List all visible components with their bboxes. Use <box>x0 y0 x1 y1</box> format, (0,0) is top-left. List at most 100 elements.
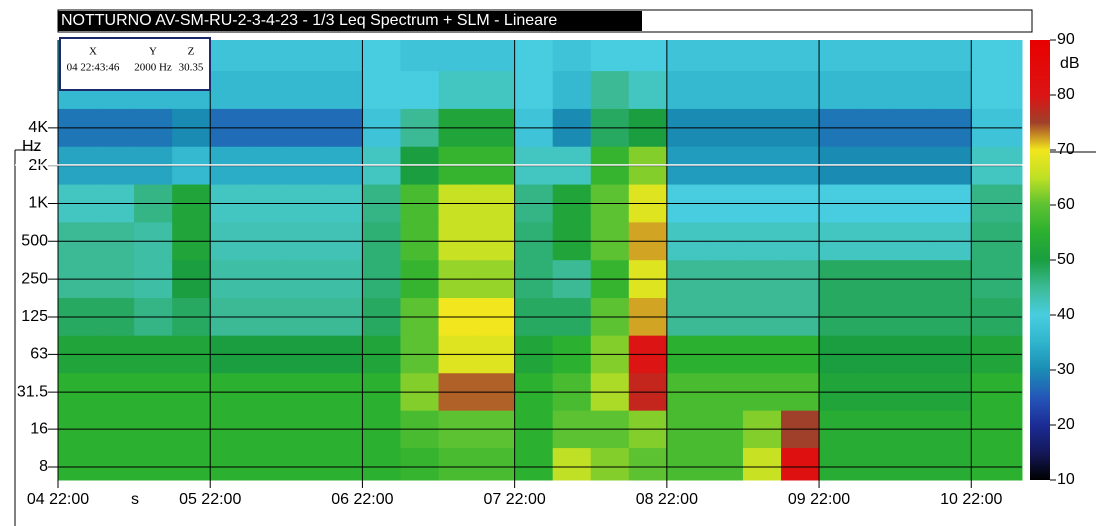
heatmap-cell <box>705 71 744 109</box>
y-unit: Hz <box>22 138 42 155</box>
heatmap-cell <box>362 448 401 480</box>
heatmap-cell <box>172 448 211 480</box>
heatmap-cell <box>857 40 896 72</box>
cursor-value: 04 22:43:46 <box>67 62 120 74</box>
heatmap-cell <box>324 448 363 480</box>
y-tick-label: 8 <box>39 458 48 475</box>
cursor-header: Y <box>149 46 157 58</box>
heatmap-cell <box>971 40 1022 72</box>
heatmap-cell <box>705 448 744 480</box>
heatmap-cell <box>781 71 820 109</box>
x-tick-label: 10 22:00 <box>940 491 1002 508</box>
heatmap-cell <box>629 71 668 109</box>
heatmap-cell <box>819 71 858 109</box>
y-tick-label: 125 <box>21 308 48 325</box>
heatmap-cell <box>629 40 668 72</box>
heatmap-cell <box>743 448 782 480</box>
heatmap-cell <box>400 40 439 72</box>
heatmap-cell <box>781 40 820 72</box>
heatmap-cell <box>933 448 972 480</box>
heatmap-cell <box>400 71 439 109</box>
heatmap-cell <box>439 448 478 480</box>
y-tick-label: 1K <box>28 195 48 212</box>
heatmap-cell <box>477 71 516 109</box>
colorbar-tick-label: 80 <box>1057 86 1075 103</box>
cursor-value: 30.35 <box>179 62 204 74</box>
heatmap-cell <box>781 448 820 480</box>
heatmap-cell <box>629 448 668 480</box>
heatmap-cell <box>933 40 972 72</box>
heatmap-cell <box>286 71 325 109</box>
heatmap-cell <box>286 448 325 480</box>
colorbar-tick-label: 70 <box>1057 141 1075 158</box>
heatmap-cell <box>857 71 896 109</box>
colorbar-tick-label: 10 <box>1057 471 1075 488</box>
colorbar <box>1030 40 1050 480</box>
heatmap-cell <box>96 448 135 480</box>
colorbar-tick-label: 20 <box>1057 416 1075 433</box>
heatmap-cell <box>362 71 401 109</box>
y-tick-label: 16 <box>30 420 48 437</box>
heatmap-cell <box>857 448 896 480</box>
colorbar-tick-label: 40 <box>1057 306 1075 323</box>
heatmap-cell <box>667 71 706 109</box>
heatmap-cell <box>933 71 972 109</box>
heatmap-cell <box>971 448 1022 480</box>
heatmap-cell <box>515 71 554 109</box>
heatmap-cell <box>553 71 592 109</box>
heatmap-cell <box>210 40 249 72</box>
heatmap-cell <box>58 448 97 480</box>
heatmap-cell <box>515 40 554 72</box>
heatmap-cell <box>667 40 706 72</box>
x-tick-label: 09 22:00 <box>788 491 850 508</box>
heatmap-cell <box>743 40 782 72</box>
y-tick-label: 500 <box>21 233 48 250</box>
heatmap-cell <box>439 40 478 72</box>
heatmap-cell <box>515 448 554 480</box>
heatmap-cell <box>400 448 439 480</box>
colorbar-unit: dB <box>1060 55 1080 72</box>
heatmap-cell <box>895 71 934 109</box>
x-tick-label: 07 22:00 <box>483 491 545 508</box>
heatmap-cell <box>667 448 706 480</box>
cursor-header: X <box>89 46 97 58</box>
heatmap-cell <box>439 71 478 109</box>
heatmap-cell <box>477 40 516 72</box>
heatmap-cell <box>819 448 858 480</box>
heatmap-cell <box>210 448 249 480</box>
heatmap-cell <box>591 71 630 109</box>
heatmap-cell <box>248 40 287 72</box>
heatmap-cell <box>477 448 516 480</box>
x-tick-label: 08 22:00 <box>636 491 698 508</box>
heatmap <box>58 40 1023 481</box>
colorbar-tick-label: 30 <box>1057 361 1075 378</box>
heatmap-cell <box>324 40 363 72</box>
heatmap-cell <box>895 448 934 480</box>
colorbar-tick-label: 50 <box>1057 251 1075 268</box>
chart-title: NOTTURNO AV-SM-RU-2-3-4-23 - 1/3 Leq Spe… <box>61 12 557 29</box>
heatmap-cell <box>553 448 592 480</box>
heatmap-cell <box>705 40 744 72</box>
x-unit: s <box>131 491 139 508</box>
heatmap-cell <box>819 40 858 72</box>
heatmap-cell <box>591 448 630 480</box>
x-tick-label: 04 22:00 <box>27 491 89 508</box>
heatmap-cell <box>248 71 287 109</box>
heatmap-cell <box>971 71 1022 109</box>
y-tick-label: 31.5 <box>17 383 48 400</box>
heatmap-cell <box>324 71 363 109</box>
colorbar-tick-label: 90 <box>1057 31 1075 48</box>
heatmap-cell <box>248 448 287 480</box>
heatmap-cell <box>553 40 592 72</box>
heatmap-cell <box>286 40 325 72</box>
heatmap-cell <box>362 40 401 72</box>
heatmap-cell <box>210 71 249 109</box>
colorbar-tick-label: 60 <box>1057 196 1075 213</box>
cursor-value: 2000 Hz <box>134 62 172 74</box>
heatmap-cell <box>134 448 173 480</box>
y-tick-label: 250 <box>21 270 48 287</box>
heatmap-cell <box>591 40 630 72</box>
y-tick-label: 4K <box>28 119 48 136</box>
heatmap-cell <box>895 40 934 72</box>
